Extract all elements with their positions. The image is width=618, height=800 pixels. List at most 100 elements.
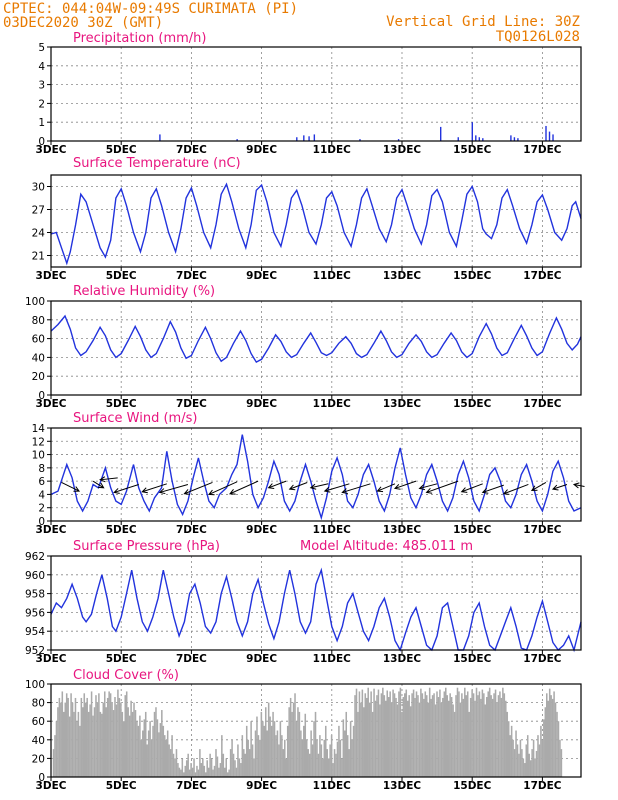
precip-bar: [313, 134, 316, 141]
x-tick-label: 17DEC: [523, 398, 562, 410]
cloud-bar: [404, 693, 406, 777]
cloud-bar: [379, 704, 381, 777]
panel-temperature: 21 24 27 30 3DEC 5DEC 7DEC 9DEC 11DEC 13DEC 15DEC 1…: [32, 156, 582, 282]
cloud-bar: [546, 693, 548, 777]
wind-arrow: [92, 480, 105, 489]
cloud-bar: [177, 763, 179, 777]
cloud-bar: [102, 702, 105, 777]
cloud-bar: [556, 711, 558, 777]
cloud-bar: [194, 772, 197, 777]
cloud-bar: [222, 753, 225, 777]
y-tick-label: 40: [32, 352, 45, 364]
cloud-bar: [515, 730, 517, 777]
cloud-bar: [311, 744, 314, 777]
precip-bar: [517, 138, 519, 141]
cloud-bar: [181, 758, 184, 777]
cloud-bar: [105, 707, 107, 777]
precip-bar: [545, 125, 547, 141]
cloud-bar: [505, 700, 507, 777]
cloud-bar: [414, 697, 416, 777]
x-tick-label: 9DEC: [246, 524, 277, 536]
cloud-bar: [433, 693, 435, 777]
cloud-bar: [133, 702, 135, 777]
cloud-bar: [226, 772, 229, 777]
cloud-bar: [427, 702, 429, 777]
cloud-bar: [332, 763, 334, 777]
cloud-bar: [326, 749, 328, 777]
plot-frame: [50, 46, 582, 142]
panel-cloud-cover: 0 20 40 60 80 100 3DEC 5DEC 7DEC 9DEC 11DEC 13DEC 15…: [25, 668, 582, 792]
cloud-bar: [436, 691, 438, 777]
cloud-bar: [115, 704, 118, 777]
cloud-bar: [237, 744, 239, 777]
cloud-bar: [376, 695, 378, 777]
precip-bar: [359, 139, 361, 141]
cloud-bar: [401, 711, 403, 777]
panel-title: Surface Pressure (hPa): [73, 539, 220, 554]
cloud-bar: [295, 721, 298, 777]
series-line: [50, 434, 582, 521]
precip-bar: [296, 137, 298, 141]
cloud-bar: [323, 739, 326, 777]
cloud-bar: [412, 689, 415, 777]
x-tick-label: 15DEC: [453, 653, 492, 665]
x-tick-label: 7DEC: [176, 524, 207, 536]
cloud-bar: [147, 730, 150, 777]
y-tick-label: 962: [25, 551, 45, 563]
cloud-bar: [74, 697, 77, 777]
x-tick-label: 9DEC: [246, 653, 277, 665]
cloud-bar: [368, 702, 371, 777]
cloud-bar: [440, 702, 443, 777]
cloud-bar: [150, 739, 153, 777]
cloud-bar: [507, 721, 510, 777]
cloud-bar: [178, 767, 181, 777]
cloud-bar: [488, 687, 491, 777]
cloud-bar: [163, 735, 166, 777]
cloud-bar: [127, 707, 129, 777]
cloud-bar: [367, 687, 369, 777]
cloud-bar: [70, 693, 72, 777]
cloud-bar: [425, 695, 428, 777]
panel-title: Relative Humidity (%): [73, 284, 215, 299]
x-tick-label: 15DEC: [453, 398, 492, 410]
cloud-bar: [346, 735, 349, 777]
x-tick-label: 9DEC: [246, 780, 277, 792]
cloud-bar: [464, 687, 466, 777]
x-tick-label: 7DEC: [176, 144, 207, 156]
cloud-bar: [259, 739, 261, 777]
cloud-bar: [262, 721, 264, 777]
cloud-bar: [210, 758, 213, 777]
cloud-bar: [137, 725, 140, 777]
cloud-bar: [358, 691, 361, 777]
x-tick-label: 13DEC: [383, 144, 422, 156]
cloud-bar: [499, 691, 501, 777]
cloud-bar: [471, 689, 473, 777]
cloud-bar: [390, 702, 393, 777]
cloud-bar: [450, 697, 453, 777]
x-tick-label: 5DEC: [106, 270, 137, 282]
cloud-bar: [352, 725, 355, 777]
cloud-bar: [447, 700, 450, 777]
cloud-bar: [322, 758, 324, 777]
panel-title: Surface Temperature (nC): [73, 156, 241, 171]
panel-pressure: 952 954 956 958 960 962 3DEC 5DEC 7DEC 9DEC 11DEC 1…: [25, 539, 582, 665]
cloud-bar: [557, 721, 560, 777]
x-tick-label: 3DEC: [36, 653, 67, 665]
cloud-bar: [462, 698, 465, 777]
cloud-bar: [168, 744, 170, 777]
cloud-bar: [64, 702, 67, 777]
cloud-bar: [136, 721, 138, 777]
cloud-bar: [225, 758, 228, 777]
x-tick-label: 7DEC: [176, 398, 207, 410]
cloud-bar: [506, 711, 509, 777]
cloud-bar: [200, 763, 203, 777]
cloud-bar: [553, 691, 555, 777]
wind-arrow: [530, 482, 547, 491]
plot-frame: [50, 300, 582, 396]
cloud-bar: [399, 687, 402, 777]
cloud-bar: [193, 758, 195, 777]
cloud-bar: [134, 710, 137, 777]
cloud-bar: [341, 758, 343, 777]
cloud-bar: [291, 711, 293, 777]
cloud-bar: [199, 749, 201, 777]
